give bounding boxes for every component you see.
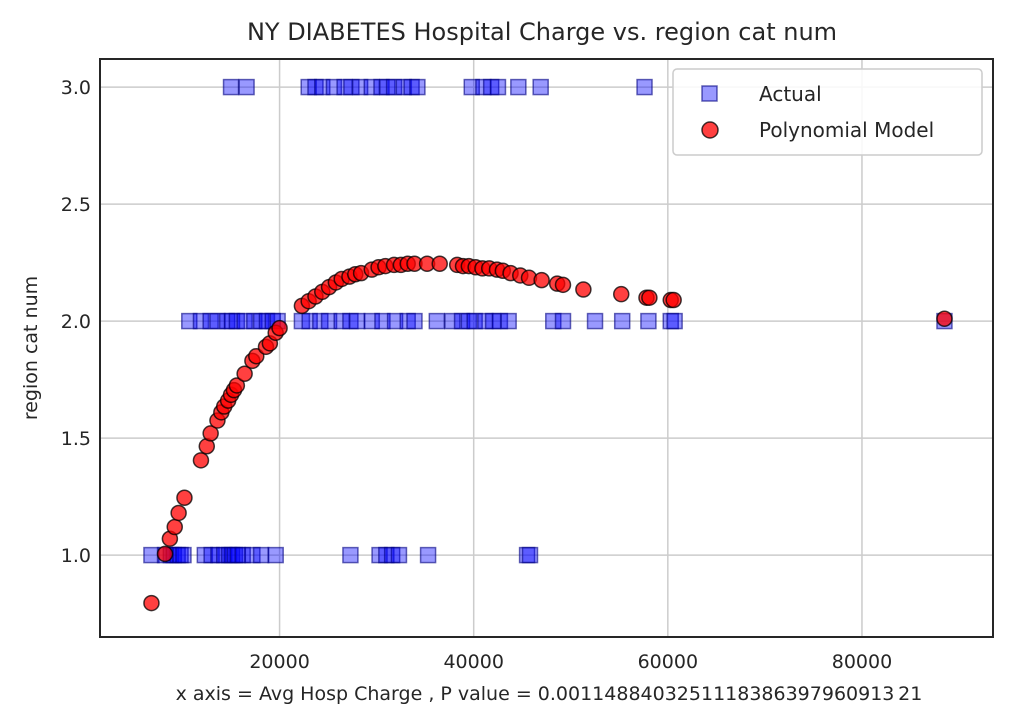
- x-tick-label: 20000: [249, 651, 309, 673]
- actual-point: [521, 546, 539, 564]
- actual-point: [510, 78, 527, 96]
- y-tick-labels: 1.0 1.5 2.0 2.5 3.0: [61, 77, 91, 567]
- actual-point: [267, 546, 284, 564]
- model-point: [533, 271, 550, 289]
- model-point: [936, 310, 953, 327]
- actual-point: [554, 312, 572, 330]
- actual-point: [666, 312, 683, 330]
- actual-point: [374, 312, 391, 330]
- model-point: [166, 518, 183, 536]
- actual-point: [222, 78, 240, 96]
- actual-point: [175, 546, 192, 564]
- legend-box: [672, 68, 983, 156]
- legend-marker-actual: [701, 85, 718, 102]
- actual-point: [385, 78, 403, 96]
- actual-point: [613, 312, 631, 330]
- actual-point: [444, 312, 461, 330]
- actual-point: [244, 546, 261, 564]
- actual-point: [234, 546, 251, 564]
- legend-label-polynomial-model: Polynomial Model: [759, 118, 934, 142]
- actual-point: [342, 546, 359, 564]
- actual-point: [312, 312, 329, 330]
- actual-point: [489, 78, 507, 96]
- model-point: [156, 545, 174, 563]
- series-polynomial-model: [143, 255, 953, 612]
- actual-point: [238, 78, 255, 96]
- actual-point: [386, 312, 404, 330]
- actual-point: [192, 312, 210, 330]
- model-point: [665, 291, 682, 309]
- chart-title: NY DIABETES Hospital Charge vs. region c…: [247, 18, 837, 46]
- actual-point: [636, 78, 653, 96]
- actual-point: [320, 312, 338, 330]
- actual-point: [532, 78, 549, 96]
- actual-point: [406, 312, 423, 330]
- model-point: [431, 255, 448, 273]
- model-point: [554, 276, 572, 294]
- model-point: [192, 452, 210, 469]
- y-axis-label: region cat num: [20, 276, 42, 420]
- actual-point: [428, 312, 446, 330]
- model-point: [143, 594, 160, 612]
- actual-point: [348, 312, 366, 330]
- actual-point: [419, 546, 437, 564]
- actual-point: [143, 546, 160, 564]
- model-point: [271, 319, 288, 337]
- x-axis-label: x axis = Avg Hosp Charge , P value = 0.0…: [176, 683, 923, 705]
- x-tick-label: 80000: [832, 651, 892, 673]
- y-tick-label: 2.0: [61, 311, 91, 333]
- legend: Actual Polynomial Model: [672, 68, 983, 156]
- y-tick-label: 3.0: [61, 77, 91, 99]
- y-tick-label: 1.0: [61, 545, 91, 567]
- actual-point: [236, 312, 253, 330]
- plot-frame: [99, 58, 994, 638]
- y-tick-label: 2.5: [61, 194, 91, 216]
- x-tick-labels: 20000 40000 60000 80000: [249, 651, 892, 673]
- model-point: [202, 425, 219, 442]
- x-tick-label: 60000: [638, 651, 698, 673]
- actual-point: [586, 312, 604, 330]
- legend-label-actual: Actual: [759, 82, 822, 106]
- actual-point: [409, 78, 426, 96]
- actual-point: [491, 312, 509, 330]
- x-tick-label: 40000: [443, 651, 503, 673]
- model-point: [228, 377, 246, 394]
- actual-point: [390, 546, 408, 564]
- actual-point: [545, 312, 562, 330]
- actual-point: [500, 312, 517, 330]
- model-point: [170, 504, 187, 522]
- model-point: [612, 285, 630, 303]
- model-point: [236, 365, 253, 382]
- actual-point: [343, 78, 360, 96]
- actual-point: [252, 546, 270, 564]
- legend-marker-polynomial-model: [701, 121, 719, 139]
- model-point: [641, 289, 658, 306]
- actual-point: [640, 312, 657, 330]
- model-point: [575, 281, 592, 298]
- y-tick-label: 1.5: [61, 428, 91, 450]
- model-point: [176, 489, 193, 507]
